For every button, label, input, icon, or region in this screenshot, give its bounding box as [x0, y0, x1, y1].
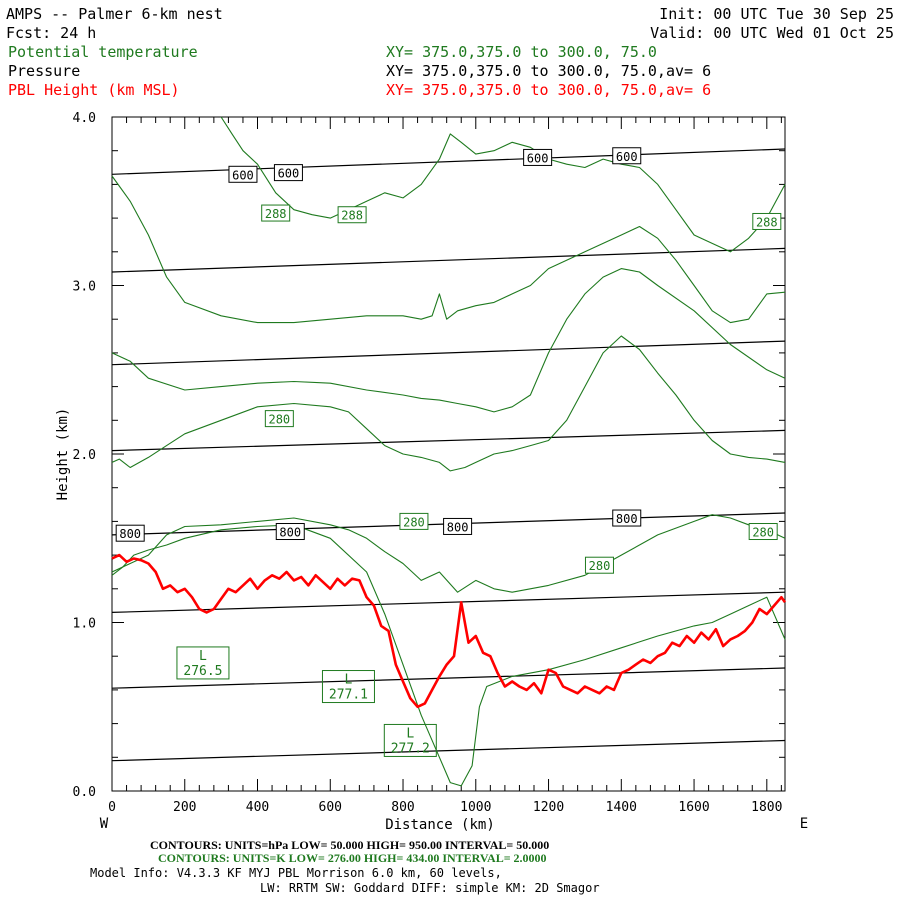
contour-labels: 600 600 600 600 800 800 800 800 288 288 288 280 280 2… [115, 147, 782, 757]
theta-contour-282 [111, 335, 786, 472]
pbl-height-line [111, 553, 787, 709]
pressure-label: 600 [273, 164, 303, 182]
x-tick-label: 400 [246, 800, 269, 815]
theta-label: 280 [584, 556, 614, 574]
field2-xy: XY= 375.0,375.0 to 300.0, 75.0,av= 6 [386, 62, 711, 80]
field2-name: Pressure [8, 62, 80, 80]
y-axis-label: Height (km) [55, 408, 71, 501]
svg-text:600: 600 [527, 151, 549, 165]
y-tick-label: 4.0 [73, 111, 96, 126]
x-tick-label: 800 [391, 800, 414, 815]
pbl-height-series [111, 553, 787, 709]
svg-text:L: L [345, 673, 353, 688]
theta-label: 288 [337, 206, 367, 224]
svg-text:800: 800 [119, 527, 141, 541]
pressure-contour-750 [111, 429, 786, 452]
pressure-contour-600 [111, 148, 786, 175]
svg-text:600: 600 [232, 168, 254, 182]
svg-text:L: L [406, 726, 414, 741]
theta-contour-280 [111, 514, 786, 593]
footer-pressure-contours: CONTOURS: UNITS=hPa LOW= 50.000 HIGH= 95… [150, 838, 549, 852]
svg-text:277.2: 277.2 [391, 741, 430, 756]
svg-text:280: 280 [752, 526, 774, 540]
svg-text:280: 280 [589, 559, 611, 573]
footer: CONTOURS: UNITS=hPa LOW= 50.000 HIGH= 95… [90, 838, 600, 895]
plot-frame [111, 116, 786, 792]
x-tick-label: 1000 [460, 800, 491, 815]
svg-text:280: 280 [403, 515, 425, 529]
pressure-label: 600 [228, 165, 258, 183]
pressure-label: 600 [612, 147, 642, 165]
title: AMPS -- Palmer 6-km nest [6, 5, 223, 23]
field3-xy: XY= 375.0,375.0 to 300.0, 75.0,av= 6 [386, 81, 711, 99]
theta-contour-286 [111, 175, 786, 324]
theta-contours [111, 116, 786, 787]
svg-text:800: 800 [279, 526, 301, 540]
x-tick-label: 200 [173, 800, 196, 815]
svg-text:288: 288 [341, 209, 363, 223]
x-tick-label: 1200 [533, 800, 564, 815]
svg-text:800: 800 [447, 520, 469, 534]
pressure-label: 800 [115, 524, 145, 542]
theta-label: 280 [264, 410, 294, 428]
init-time: Init: 00 UTC Tue 30 Sep 25 [659, 5, 894, 23]
valid-time: Valid: 00 UTC Wed 01 Oct 25 [650, 24, 894, 42]
east-label: E [800, 816, 808, 832]
theta-contour-284 [111, 268, 786, 413]
pressure-contour-950 [111, 739, 786, 762]
y-tick-label: 3.0 [73, 280, 96, 295]
svg-text:600: 600 [616, 150, 638, 164]
header: AMPS -- Palmer 6-km nest Fcst: 24 h Init… [6, 5, 894, 99]
y-tick-label: 2.0 [73, 448, 96, 463]
pressure-contour-650 [111, 247, 786, 273]
pressure-contour-850 [111, 591, 786, 613]
footer-physics: LW: RRTM SW: Goddard DIFF: simple KM: 2D… [260, 881, 600, 895]
x-tick-label: 1400 [606, 800, 637, 815]
svg-text:277.1: 277.1 [329, 688, 368, 703]
pressure-label: 800 [275, 523, 305, 541]
x-tick-label: 600 [319, 800, 342, 815]
pressure-label: 800 [443, 517, 473, 535]
theta-label: 280 [748, 523, 778, 541]
footer-model-info: Model Info: V4.3.3 KF MYJ PBL Morrison 6… [90, 866, 502, 880]
theta-label: 288 [261, 204, 291, 222]
x-tick-label: 1600 [678, 800, 709, 815]
x-tick-label: 0 [108, 800, 116, 815]
forecast-hour: Fcst: 24 h [6, 24, 96, 42]
x-tick-label: 1800 [751, 800, 782, 815]
svg-text:L: L [199, 649, 207, 664]
pressure-contour-900 [111, 667, 786, 689]
theta-label: 288 [752, 212, 782, 230]
svg-text:288: 288 [265, 207, 287, 221]
svg-text:280: 280 [268, 413, 290, 427]
field1-name: Potential temperature [8, 43, 198, 61]
field1-xy: XY= 375.0,375.0 to 300.0, 75.0 [386, 43, 657, 61]
svg-text:800: 800 [616, 512, 638, 526]
svg-text:276.5: 276.5 [183, 664, 222, 679]
theta-contour-278 [111, 524, 786, 787]
theta-label: 280 [399, 512, 429, 530]
pressure-contour-700 [111, 340, 786, 366]
axis-ticks: 0 200 400 600 800 1000 1200 1400 1600 1800 0.0 1.0 2… [73, 111, 785, 815]
svg-text:288: 288 [756, 215, 778, 229]
footer-theta-contours: CONTOURS: UNITS=K LOW= 276.00 HIGH= 434.… [158, 851, 547, 865]
y-tick-label: 0.0 [73, 785, 96, 800]
x-axis-label: Distance (km) [385, 817, 495, 833]
pressure-contours [111, 148, 786, 762]
west-label: W [100, 816, 109, 832]
y-tick-label: 1.0 [73, 617, 96, 632]
theta-contour-288 [220, 116, 786, 253]
pressure-label: 600 [523, 148, 553, 166]
svg-text:600: 600 [278, 167, 300, 181]
pressure-label: 800 [612, 509, 642, 527]
field3-name: PBL Height (km MSL) [8, 81, 180, 99]
